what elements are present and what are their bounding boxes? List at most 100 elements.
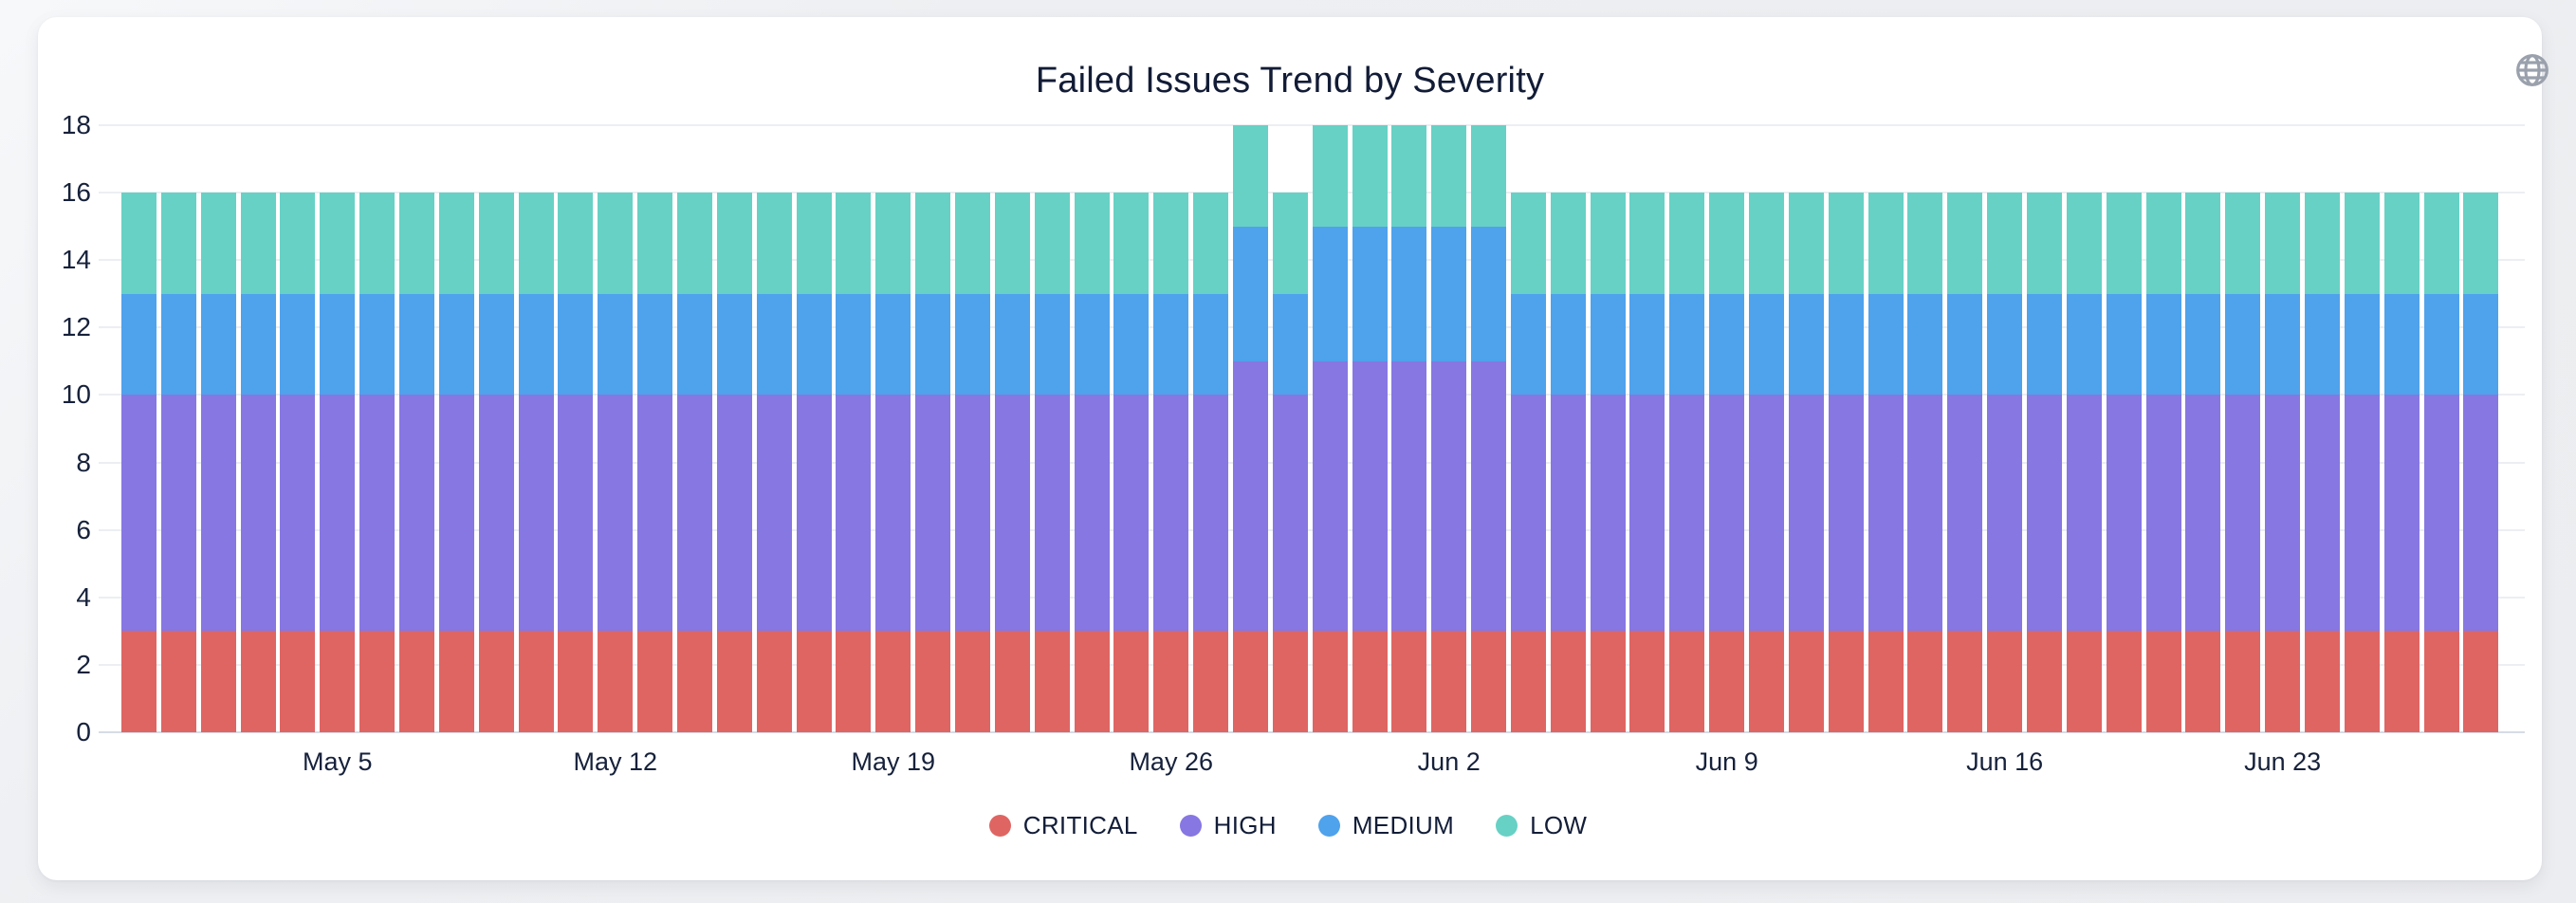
bar-segment-high[interactable] (1987, 395, 2023, 632)
bar-segment-medium[interactable] (160, 293, 196, 396)
bar-segment-medium[interactable] (1352, 226, 1388, 361)
bar-segment-low[interactable] (1113, 193, 1150, 294)
bar-segment-medium[interactable] (478, 293, 514, 396)
bar-jun-28[interactable] (2463, 193, 2499, 732)
bar-segment-high[interactable] (994, 395, 1030, 632)
bar-segment-critical[interactable] (1510, 631, 1546, 732)
bar-segment-critical[interactable] (1352, 631, 1388, 732)
bar-may-25[interactable] (1113, 193, 1150, 732)
bar-segment-medium[interactable] (359, 293, 396, 396)
bar-segment-high[interactable] (121, 395, 156, 632)
bar-segment-high[interactable] (1907, 395, 1943, 632)
bar-segment-critical[interactable] (1550, 631, 1586, 732)
bar-segment-high[interactable] (1193, 395, 1229, 632)
bar-segment-medium[interactable] (1153, 293, 1189, 396)
bar-may-27[interactable] (1193, 193, 1229, 732)
bar-may-7[interactable] (398, 193, 434, 732)
bar-jun-22[interactable] (2225, 193, 2261, 732)
bar-jun-26[interactable] (2383, 193, 2420, 732)
legend-item-critical[interactable]: CRITICAL (988, 811, 1138, 840)
bar-segment-low[interactable] (1907, 193, 1943, 294)
bar-jun-2[interactable] (1431, 125, 1467, 732)
bar-segment-high[interactable] (518, 395, 554, 632)
bar-jun-25[interactable] (2344, 193, 2380, 732)
bar-segment-medium[interactable] (875, 293, 911, 396)
bar-jun-27[interactable] (2423, 193, 2459, 732)
bar-may-29[interactable] (1272, 193, 1308, 732)
bar-segment-medium[interactable] (716, 293, 752, 396)
bar-segment-critical[interactable] (1471, 631, 1507, 732)
bar-segment-medium[interactable] (1232, 226, 1268, 361)
bar-segment-critical[interactable] (1868, 631, 1904, 732)
bar-segment-high[interactable] (2185, 395, 2221, 632)
bar-segment-high[interactable] (1947, 395, 1983, 632)
bar-segment-low[interactable] (954, 193, 990, 294)
bar-segment-critical[interactable] (518, 631, 554, 732)
bar-segment-critical[interactable] (1034, 631, 1070, 732)
bar-segment-high[interactable] (1749, 395, 1785, 632)
bar-segment-medium[interactable] (2027, 293, 2063, 396)
bar-segment-critical[interactable] (1431, 631, 1467, 732)
bar-segment-medium[interactable] (1074, 293, 1110, 396)
bar-segment-medium[interactable] (1669, 293, 1705, 396)
bar-segment-critical[interactable] (1749, 631, 1785, 732)
bar-may-22[interactable] (994, 193, 1030, 732)
bar-jun-9[interactable] (1709, 193, 1745, 732)
bar-segment-high[interactable] (2344, 395, 2380, 632)
bar-segment-low[interactable] (359, 193, 396, 294)
bar-segment-high[interactable] (240, 395, 276, 632)
bar-jun-12[interactable] (1828, 193, 1864, 732)
bar-segment-critical[interactable] (1709, 631, 1745, 732)
bar-segment-high[interactable] (2265, 395, 2301, 632)
bar-segment-critical[interactable] (2145, 631, 2181, 732)
bar-segment-medium[interactable] (1590, 293, 1626, 396)
bar-segment-high[interactable] (1629, 395, 1665, 632)
bar-segment-low[interactable] (2225, 193, 2261, 294)
bar-segment-high[interactable] (1034, 395, 1070, 632)
bar-segment-medium[interactable] (598, 293, 634, 396)
bar-segment-medium[interactable] (1868, 293, 1904, 396)
bar-segment-critical[interactable] (320, 631, 356, 732)
bar-may-23[interactable] (1034, 193, 1070, 732)
bar-segment-critical[interactable] (2066, 631, 2102, 732)
bar-segment-high[interactable] (1113, 395, 1150, 632)
bar-segment-medium[interactable] (518, 293, 554, 396)
bar-may-11[interactable] (558, 193, 594, 732)
bar-segment-medium[interactable] (2265, 293, 2301, 396)
bar-segment-high[interactable] (915, 395, 951, 632)
bar-segment-medium[interactable] (2225, 293, 2261, 396)
bar-segment-critical[interactable] (1629, 631, 1665, 732)
bar-segment-critical[interactable] (121, 631, 156, 732)
bar-segment-high[interactable] (160, 395, 196, 632)
bar-segment-low[interactable] (2106, 193, 2142, 294)
bar-segment-critical[interactable] (438, 631, 474, 732)
bar-segment-critical[interactable] (160, 631, 196, 732)
bar-segment-low[interactable] (438, 193, 474, 294)
bar-segment-medium[interactable] (1550, 293, 1586, 396)
bar-segment-low[interactable] (1987, 193, 2023, 294)
bar-segment-critical[interactable] (716, 631, 752, 732)
bar-segment-medium[interactable] (994, 293, 1030, 396)
bar-segment-low[interactable] (756, 193, 792, 294)
bar-segment-medium[interactable] (2145, 293, 2181, 396)
bar-segment-high[interactable] (756, 395, 792, 632)
bar-segment-low[interactable] (836, 193, 872, 294)
bar-segment-medium[interactable] (2344, 293, 2380, 396)
bar-segment-critical[interactable] (2463, 631, 2499, 732)
bar-segment-critical[interactable] (2344, 631, 2380, 732)
bar-segment-low[interactable] (2027, 193, 2063, 294)
bar-segment-low[interactable] (796, 193, 832, 294)
bar-may-10[interactable] (518, 193, 554, 732)
bar-may-4[interactable] (280, 193, 316, 732)
bar-segment-low[interactable] (598, 193, 634, 294)
bar-segment-low[interactable] (2265, 193, 2301, 294)
bar-segment-critical[interactable] (1391, 631, 1427, 732)
bar-segment-high[interactable] (1232, 360, 1268, 632)
bar-segment-medium[interactable] (1828, 293, 1864, 396)
bar-segment-low[interactable] (1709, 193, 1745, 294)
bar-segment-critical[interactable] (1193, 631, 1229, 732)
bar-segment-high[interactable] (1550, 395, 1586, 632)
bar-may-24[interactable] (1074, 193, 1110, 732)
bar-may-18[interactable] (836, 193, 872, 732)
bar-may-20[interactable] (915, 193, 951, 732)
